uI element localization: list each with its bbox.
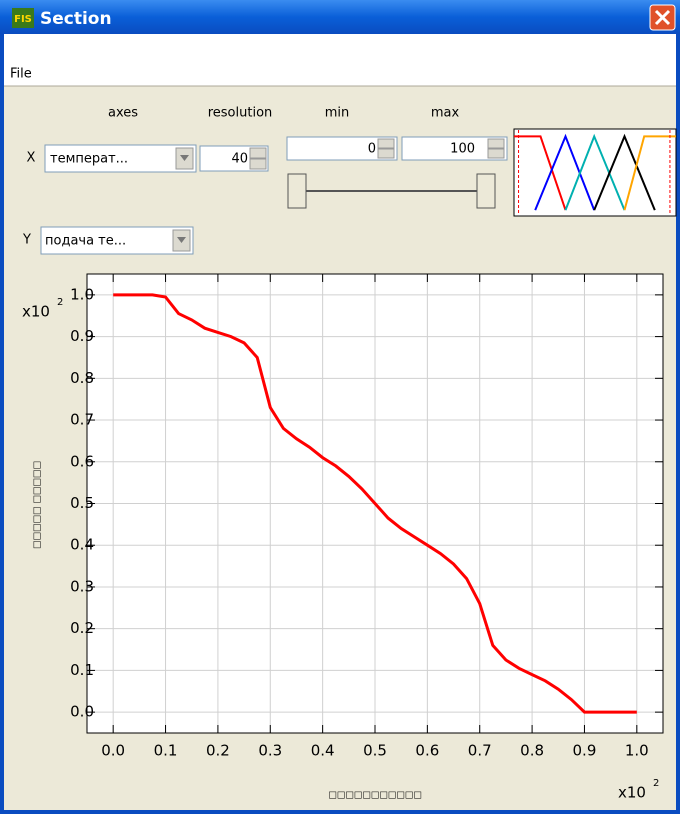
spin-up[interactable] bbox=[377, 138, 395, 149]
arrow-icon bbox=[180, 155, 189, 161]
x-multiplier-exp: 2 bbox=[653, 778, 659, 789]
membership-line bbox=[593, 133, 656, 211]
slider-thumb[interactable] bbox=[476, 173, 496, 209]
x-label: X bbox=[27, 151, 36, 166]
x-tick-label: 0.9 bbox=[573, 742, 597, 760]
membership-line bbox=[534, 133, 596, 211]
plot-border bbox=[86, 273, 664, 734]
x-tick-label: 0.2 bbox=[206, 742, 230, 760]
window-title: Section bbox=[40, 9, 112, 29]
y-tick-label: 1.0 bbox=[70, 285, 94, 303]
axes-label: axes bbox=[108, 106, 138, 121]
y-dropdown[interactable] bbox=[40, 226, 194, 255]
x-tick-label: 0.1 bbox=[154, 742, 178, 760]
membership-line bbox=[623, 135, 676, 211]
data-line bbox=[113, 293, 637, 714]
resolution-value: 40 bbox=[231, 152, 248, 167]
spin-up[interactable] bbox=[487, 138, 505, 149]
resolution-label: resolution bbox=[208, 106, 273, 121]
y-tick-label: 0.7 bbox=[70, 411, 94, 429]
y-dropdown-value: подача те... bbox=[45, 234, 126, 249]
arrow-icon bbox=[177, 237, 186, 243]
x-tick-label: 0.4 bbox=[311, 742, 335, 760]
spin-up[interactable] bbox=[249, 147, 267, 159]
y-multiplier: x10 bbox=[22, 303, 50, 321]
x-tick-label: 0.3 bbox=[258, 742, 282, 760]
x-tick-label: 0.7 bbox=[468, 742, 492, 760]
x-dropdown-value: температ... bbox=[50, 152, 128, 167]
thumbnail-frame bbox=[513, 128, 677, 217]
y-tick-label: 0.1 bbox=[70, 661, 94, 679]
x-axis-label: □□□□□□□□□□□ bbox=[328, 791, 422, 801]
y-multiplier-exp: 2 bbox=[57, 297, 63, 308]
min-label: min bbox=[325, 106, 350, 121]
x-tick-label: 1.0 bbox=[625, 742, 649, 760]
min-value: 0 bbox=[368, 142, 376, 157]
membership-line bbox=[514, 135, 567, 211]
y-axis-label: □□□□□ □□□□□ bbox=[33, 461, 43, 549]
close-icon bbox=[654, 9, 671, 26]
max-value: 100 bbox=[450, 142, 475, 157]
y-tick-label: 0.5 bbox=[70, 494, 94, 512]
x-tick-label: 0.8 bbox=[520, 742, 544, 760]
spin-down[interactable] bbox=[249, 158, 267, 170]
x-tick-label: 0.6 bbox=[415, 742, 439, 760]
y-tick-label: 0.9 bbox=[70, 327, 94, 345]
max-label: max bbox=[431, 106, 460, 121]
membership-line bbox=[564, 133, 626, 211]
x-tick-label: 0.5 bbox=[363, 742, 387, 760]
y-tick-label: 0.8 bbox=[70, 369, 94, 387]
menu-bar bbox=[4, 34, 676, 86]
spin-down[interactable] bbox=[377, 148, 395, 159]
y-tick-label: 0.4 bbox=[70, 536, 94, 554]
max-spinner[interactable] bbox=[401, 136, 508, 161]
x-tick-label: 0.0 bbox=[101, 742, 125, 760]
min-spinner[interactable] bbox=[286, 136, 398, 161]
y-tick-label: 0.2 bbox=[70, 619, 94, 637]
menu-file[interactable]: File bbox=[10, 67, 32, 82]
y-tick-label: 0.3 bbox=[70, 577, 94, 595]
x-dropdown[interactable] bbox=[44, 144, 197, 173]
slider-thumb[interactable] bbox=[287, 173, 307, 209]
app-icon-text: FIS bbox=[14, 14, 32, 25]
title-bar bbox=[0, 0, 680, 34]
y-label: Y bbox=[22, 233, 31, 248]
app-icon bbox=[12, 8, 34, 28]
y-tick-label: 0.6 bbox=[70, 452, 94, 470]
y-tick-label: 0.0 bbox=[70, 703, 94, 721]
spin-down[interactable] bbox=[487, 148, 505, 159]
x-multiplier: x10 bbox=[618, 784, 646, 802]
